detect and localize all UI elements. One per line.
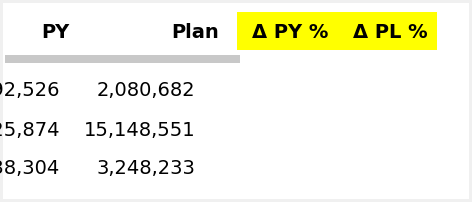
Bar (5, 55, 240, 63)
Text: Plan: Plan (171, 22, 219, 41)
Text: Δ PY %: Δ PY % (252, 22, 328, 41)
Text: 992,526: 992,526 (0, 81, 60, 100)
Text: 225,874: 225,874 (0, 121, 60, 140)
Text: 2,080,682: 2,080,682 (96, 81, 195, 100)
Bar (237, 12, 437, 50)
Text: Δ PL %: Δ PL % (353, 22, 427, 41)
Text: 138,304: 138,304 (0, 159, 60, 178)
Text: 3,248,233: 3,248,233 (96, 159, 195, 178)
Text: 15,148,551: 15,148,551 (84, 121, 195, 140)
Text: PY: PY (41, 22, 69, 41)
